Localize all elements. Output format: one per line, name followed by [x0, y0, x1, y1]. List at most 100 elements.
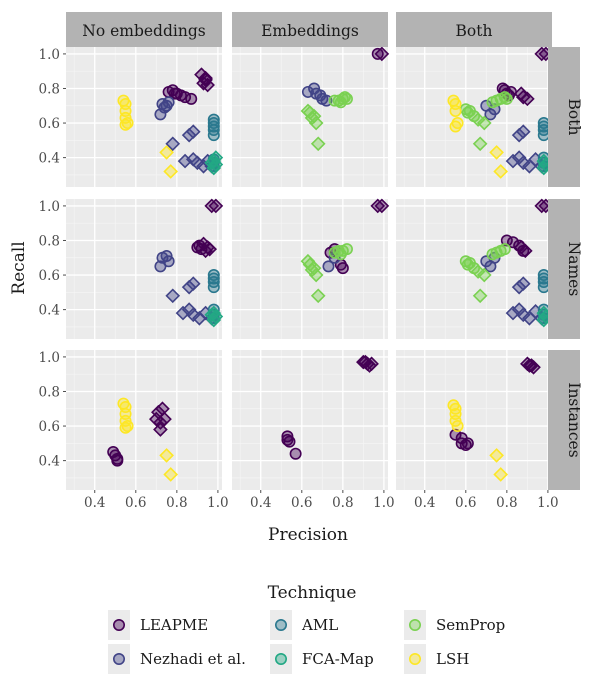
- y-tick-label: 0.6: [39, 268, 60, 284]
- legend-key-nezhadi-et-al: [113, 652, 126, 665]
- point-nezhadi-et-al-diamond: [185, 124, 201, 140]
- point-leapme-diamond: [520, 91, 535, 107]
- point-semprop-circle: [498, 243, 511, 256]
- point-nezhadi-et-al-circle: [162, 96, 175, 109]
- point-lsh-circle: [449, 104, 462, 117]
- x-tick-label: 0.6: [291, 495, 312, 511]
- row-strip-label: Names: [565, 242, 583, 297]
- points: [300, 198, 390, 304]
- column-strip-both: Both: [396, 12, 552, 47]
- x-tick-label: 1.0: [537, 495, 558, 511]
- point-aml-circle: [207, 117, 220, 130]
- point-nezhadi-et-al-diamond: [165, 288, 181, 304]
- legend-key-background: [404, 644, 426, 674]
- legend-item-nezhadi-et-al: Nezhadi et al.: [108, 644, 246, 674]
- point-leapme-circle: [506, 236, 519, 249]
- column-strip-embeddings: Embeddings: [232, 12, 388, 47]
- panel-both-no-embeddings: [66, 47, 224, 187]
- point-semprop-diamond: [310, 136, 326, 152]
- point-leapme-diamond: [522, 358, 537, 373]
- legend-key-leapme: [113, 618, 126, 631]
- legend-item-fca-map: FCA-Map: [270, 644, 374, 674]
- row-strip-instances: Instances: [548, 350, 583, 490]
- point-nezhadi-et-al-diamond: [505, 305, 521, 321]
- point-leapme-diamond: [202, 241, 218, 257]
- panel-instances-no-embeddings: [66, 350, 222, 490]
- panel-instances-both: [396, 350, 552, 490]
- point-fca-map-diamond: [204, 307, 220, 323]
- point-semprop-circle: [334, 96, 347, 109]
- point-nezhadi-et-al-diamond: [515, 276, 531, 292]
- point-nezhadi-et-al-diamond: [515, 124, 531, 140]
- y-tick-label: 0.4: [39, 303, 60, 319]
- legend-key-background: [270, 644, 292, 674]
- strip-background: [548, 350, 580, 490]
- legend-key-background: [108, 610, 130, 640]
- panel-background: [232, 47, 388, 187]
- x-tick-label: 1.0: [207, 495, 228, 511]
- x-tick-label: 0.8: [496, 495, 517, 511]
- point-lsh-diamond: [159, 145, 174, 160]
- panels-layer: [66, 46, 554, 490]
- panel-both-both: [396, 46, 554, 187]
- y-tick-labels: 0.4 0.6 0.8 1.0 0.4 0.6 0.8 1.0 0.4 0.6 0.8 1.0: [39, 47, 66, 470]
- point-nezhadi-et-al-diamond: [185, 307, 201, 323]
- legend-label: AML: [301, 616, 338, 634]
- point-lsh-diamond: [493, 164, 509, 179]
- legend-label: LEAPME: [140, 616, 208, 634]
- point-nezhadi-et-al-circle: [320, 94, 333, 107]
- strip-background: [232, 12, 388, 47]
- point-leapme-diamond: [534, 198, 550, 214]
- legend-key-fca-map: [274, 652, 287, 665]
- point-fca-map-diamond: [204, 155, 220, 171]
- y-tick-label: 0.8: [39, 81, 60, 97]
- panel-background: [232, 199, 388, 339]
- strip-background: [548, 47, 580, 187]
- point-nezhadi-et-al-diamond: [511, 127, 527, 143]
- point-leapme-top-diamond: [204, 198, 220, 214]
- legend-key-semprop: [408, 618, 421, 631]
- panel-instances-embeddings: [232, 350, 388, 490]
- row-strip-both: Both: [548, 47, 583, 187]
- panel-background: [232, 350, 388, 490]
- point-leapme-circle: [281, 433, 294, 446]
- column-strip-label: Embeddings: [261, 22, 359, 40]
- legend-item-aml: AML: [270, 610, 338, 640]
- point-semprop-circle: [334, 248, 347, 261]
- point-lsh-circle: [451, 420, 464, 433]
- legend-item-leapme: LEAPME: [108, 610, 208, 640]
- point-leapme-diamond: [374, 46, 390, 62]
- point-leapme-top-diamond: [374, 198, 390, 214]
- strip-background: [66, 12, 222, 47]
- point-lsh-diamond: [489, 448, 504, 463]
- point-lsh-circle: [119, 421, 132, 434]
- point-nezhadi-et-al-diamond: [185, 276, 201, 292]
- x-tick-labels: 0.4 0.6 0.8 1.0 0.4 0.6 0.8 1.0 0.4 0.6 0.8 1.0: [84, 490, 559, 511]
- point-aml-circle: [207, 269, 220, 282]
- point-leapme-diamond: [517, 243, 533, 259]
- x-axis-title: Precision: [268, 525, 348, 545]
- point-nezhadi-et-al-diamond: [515, 307, 531, 323]
- row-strip-label: Both: [565, 99, 583, 136]
- point-nezhadi-et-al-diamond: [505, 153, 521, 169]
- x-tick-label: 0.8: [166, 495, 187, 511]
- point-lsh-diamond: [163, 467, 179, 482]
- point-semprop-diamond: [472, 288, 488, 304]
- point-leapme-circle: [185, 92, 198, 105]
- panel-names-no-embeddings: [66, 198, 224, 339]
- points: [300, 46, 390, 152]
- legend-label: Nezhadi et al.: [140, 650, 246, 668]
- panel-names-both: [396, 198, 554, 339]
- point-leapme-circle: [168, 87, 181, 100]
- column-strip-label: Both: [456, 22, 493, 40]
- x-tick-label: 0.4: [414, 495, 435, 511]
- point-nezhadi-et-al-circle: [488, 103, 501, 116]
- legend-label: LSH: [436, 650, 469, 668]
- point-leapme-top-diamond: [208, 198, 224, 214]
- panel-background: [396, 350, 552, 490]
- panel-both-embeddings: [232, 46, 390, 187]
- point-leapme-diamond: [364, 356, 379, 372]
- y-tick-label: 0.8: [39, 233, 60, 249]
- point-fca-map-diamond: [536, 305, 552, 321]
